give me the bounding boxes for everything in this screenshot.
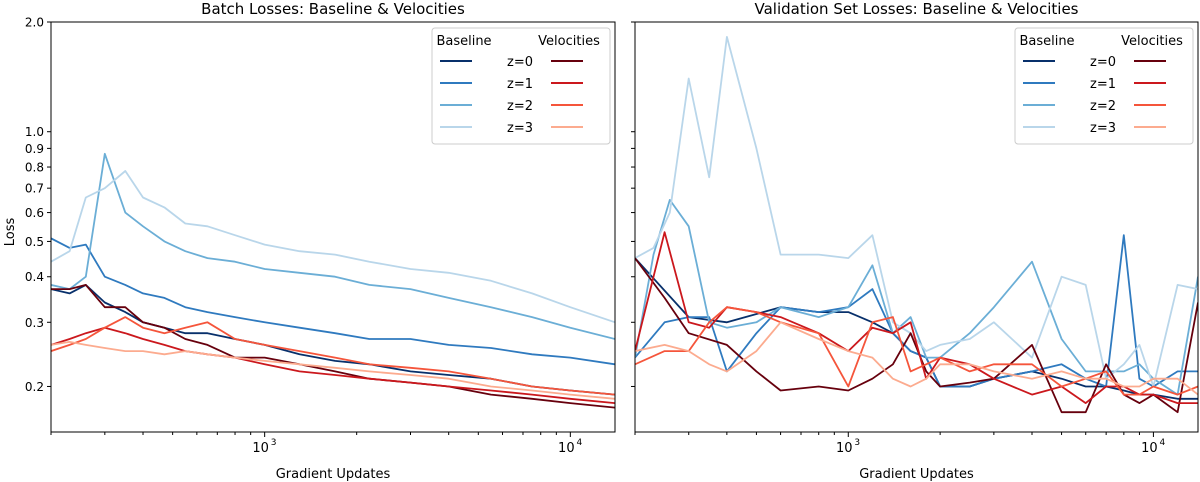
chart-title: Validation Set Losses: Baseline & Veloci… (754, 0, 1078, 18)
x-tick-label: 10 (1141, 441, 1158, 456)
x-tick-exponent: 3 (854, 438, 860, 448)
legend-label: z=2 (507, 99, 533, 114)
y-tick-label: 0.9 (25, 142, 44, 156)
y-tick-label: 0.7 (25, 182, 44, 196)
legend-label: z=1 (1090, 77, 1116, 92)
series-line-velocities-z2 (51, 316, 615, 396)
legend-label: z=3 (1090, 121, 1116, 136)
series-line-velocities-z3 (51, 340, 615, 400)
series-line-baseline-z1 (635, 234, 1198, 388)
series-line-baseline-z2 (51, 152, 615, 340)
chart-title: Batch Losses: Baseline & Velocities (201, 0, 465, 18)
series-line-velocities-z0 (635, 257, 1198, 414)
y-tick-label: 0.2 (25, 380, 44, 394)
x-tick-label: 10 (836, 441, 853, 456)
y-tick-label: 2.0 (25, 16, 44, 30)
shared-y-axis-label: Loss (3, 218, 18, 247)
y-tick-label: 0.8 (25, 161, 44, 175)
plot-frame (50, 21, 616, 433)
y-tick-label: 1.0 (25, 125, 44, 139)
legend-label: z=0 (507, 55, 533, 70)
validation-losses-panel: Validation Set Losses: Baseline & Veloci… (631, 0, 1199, 482)
legend-header-baseline: Baseline (436, 34, 491, 49)
series-group (51, 152, 615, 409)
x-tick-exponent: 4 (1160, 438, 1166, 448)
x-tick-exponent: 3 (271, 438, 277, 448)
series-line-velocities-z1 (51, 326, 615, 404)
legend-header-velocities: Velocities (538, 34, 600, 49)
x-axis-label: Gradient Updates (859, 467, 974, 482)
series-line-velocities-z3 (635, 321, 1198, 396)
plot-frame (634, 21, 1199, 433)
series-line-velocities-z2 (635, 306, 1198, 396)
legend-label: z=2 (1090, 99, 1116, 114)
x-tick-exponent: 4 (576, 438, 582, 448)
legend-label: z=1 (507, 77, 533, 92)
series-line-baseline-z3 (635, 36, 1198, 388)
series-line-velocities-z0 (51, 283, 615, 409)
series-line-baseline-z1 (51, 237, 615, 366)
x-tick-label: 10 (558, 441, 575, 456)
series-group (635, 36, 1198, 414)
y-tick-label: 0.3 (25, 316, 44, 330)
legend-label: z=3 (507, 121, 533, 136)
series-line-baseline-z0 (51, 283, 615, 396)
legend-box (431, 27, 611, 145)
x-axis-label: Gradient Updates (276, 467, 391, 482)
legend-header-baseline: Baseline (1019, 34, 1074, 49)
series-line-baseline-z3 (51, 170, 615, 324)
y-tick-label: 0.4 (25, 270, 44, 284)
legend-box (1014, 27, 1194, 145)
y-tick-label: 0.6 (25, 206, 44, 220)
x-tick-label: 10 (252, 441, 269, 456)
legend-header-velocities: Velocities (1121, 34, 1183, 49)
series-line-baseline-z2 (635, 198, 1198, 396)
y-tick-label: 0.5 (25, 235, 44, 249)
legend-label: z=0 (1090, 55, 1116, 70)
